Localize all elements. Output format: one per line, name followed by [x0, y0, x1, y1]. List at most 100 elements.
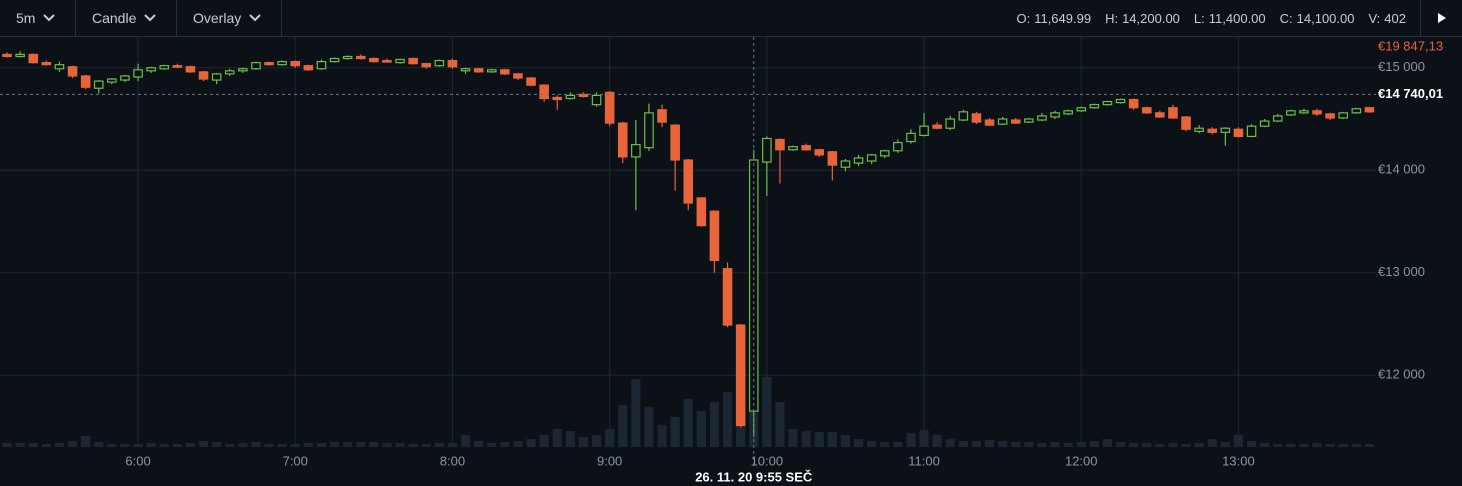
chevron [144, 14, 157, 22]
volume-bar [1207, 439, 1217, 447]
candle-body [683, 159, 694, 204]
candle-body [146, 67, 156, 72]
ohlcv-value: 14,100.00 [1296, 10, 1355, 26]
candle-body [447, 59, 458, 68]
volume-bar [958, 441, 968, 447]
volume-bar [434, 443, 444, 447]
volume-bar [225, 444, 235, 447]
candle-body [591, 94, 602, 106]
candle-body [329, 57, 340, 63]
candle-body [1259, 120, 1270, 127]
play-button[interactable] [1420, 0, 1462, 36]
candle-body [1115, 98, 1126, 104]
volume-bar [1050, 442, 1060, 447]
candle-body [1338, 112, 1349, 119]
volume-bar [1011, 442, 1021, 447]
candle-body [1050, 112, 1060, 118]
volume-bar [618, 405, 628, 447]
candle-body [932, 124, 942, 129]
candle-body [814, 149, 825, 156]
ohlcv-item: V: 402 [1368, 11, 1406, 26]
candle-body [984, 119, 995, 126]
volume-bar [185, 443, 196, 447]
ohlcv-value: 14,200.00 [1122, 10, 1180, 26]
x-tick-label: 12:00 [1065, 453, 1098, 468]
volume-bar [41, 444, 51, 447]
candle-body [1141, 107, 1152, 114]
volume-bar [316, 443, 327, 447]
candle-body [735, 324, 746, 427]
volume-bar [565, 431, 575, 447]
volume-bar [1155, 444, 1165, 447]
volume-bar [605, 429, 615, 447]
candle-body [670, 124, 680, 161]
candle-body [1181, 116, 1191, 130]
candle-body [93, 80, 104, 89]
candle-body [395, 58, 405, 64]
volume-bar [1024, 442, 1034, 447]
volume-bar [212, 442, 222, 447]
volume-bar [945, 439, 955, 447]
volume-bar [814, 432, 824, 447]
volume-bar [303, 443, 313, 447]
candle-body [473, 68, 484, 73]
x-tick-label: 9:00 [597, 453, 622, 468]
volume-bar [460, 435, 471, 447]
candle-body [67, 66, 78, 77]
candle-body [879, 150, 890, 157]
volume-bar [932, 435, 942, 447]
candle-body [1207, 128, 1218, 133]
chart-style: Candle [92, 10, 137, 26]
volume-bar [2, 443, 12, 447]
volume-bar [1115, 442, 1126, 447]
x-tick-label: 6:00 [125, 453, 150, 468]
candle-body [1155, 112, 1165, 118]
volume-bar [1351, 444, 1361, 447]
candle-body [382, 59, 392, 63]
candle-body [906, 132, 916, 143]
crosshair-price-bg [1376, 85, 1462, 104]
volume-bar [421, 444, 431, 447]
candle-body [1246, 125, 1257, 138]
volume-bar [1233, 435, 1244, 447]
candle-body [722, 268, 733, 326]
candle-body [1102, 100, 1113, 106]
volume-bar [408, 444, 418, 447]
chevron [249, 14, 261, 22]
volume-bar [369, 442, 379, 447]
candle-body [107, 78, 117, 83]
volume-bar [15, 443, 25, 447]
volume-bar [775, 402, 785, 447]
candle-body [1089, 104, 1100, 109]
volume-bar [1076, 442, 1086, 447]
volume-bar [971, 441, 982, 447]
volume-bar [356, 442, 366, 447]
candle-body [211, 73, 222, 81]
candle-body [316, 61, 327, 70]
volume-bar [539, 435, 549, 447]
chart-style-dropdown[interactable]: Candle [76, 0, 177, 36]
candle-body [893, 141, 903, 152]
ohlcv-value: 402 [1384, 10, 1406, 26]
volume-bar [133, 444, 143, 447]
interval-dropdown[interactable]: 5m [0, 0, 76, 36]
volume-bar [591, 435, 602, 447]
volume-bar [329, 442, 340, 447]
x-tick-label: 10:00 [751, 453, 784, 468]
candle-body [801, 145, 811, 151]
ohlcv-value: 11,400.00 [1208, 10, 1266, 26]
volume-bar [1325, 444, 1335, 447]
candle-body [1364, 107, 1375, 113]
volume-bar [264, 444, 274, 447]
volume-bar [670, 417, 680, 447]
crosshair-time-bg [673, 469, 834, 486]
volume-bar [840, 435, 851, 447]
candle-body [224, 70, 235, 75]
volume-bar [1037, 443, 1047, 447]
candle-body [1194, 127, 1204, 132]
volume-bar [1168, 443, 1178, 447]
volume-bar [513, 441, 523, 447]
overlay-dropdown[interactable]: Overlay [177, 0, 282, 36]
volume-bar [919, 430, 929, 447]
candle-body [539, 84, 549, 100]
